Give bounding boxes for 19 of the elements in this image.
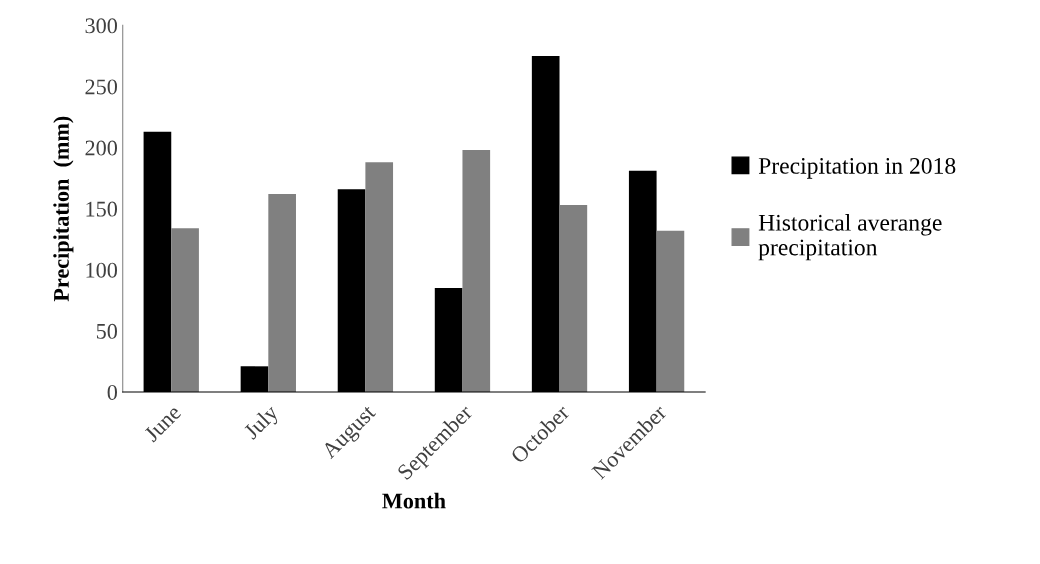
- y-tick-label: 200: [85, 140, 118, 156]
- bar: [656, 230, 685, 392]
- y-tick-label: 0: [107, 384, 118, 400]
- y-tick-label: 150: [86, 201, 118, 217]
- bar: [559, 205, 588, 392]
- x-axis-title: Month: [382, 492, 446, 509]
- bar: [365, 162, 394, 392]
- y-axis-title: Precipitation (mm): [53, 116, 74, 302]
- y-tick-label: 100: [86, 262, 118, 278]
- legend-label: Precipitation in 2018: [758, 157, 956, 179]
- bar: [268, 194, 296, 392]
- x-tick-label: July: [242, 403, 283, 444]
- y-tick-label: 250: [85, 79, 118, 95]
- y-tick-label: 300: [85, 18, 118, 34]
- legend-label: Historical averange precipitation: [758, 214, 942, 261]
- y-tick-label: 50: [96, 323, 118, 339]
- bar: [462, 150, 491, 392]
- bar: [171, 228, 199, 392]
- x-tick-label: June: [143, 404, 182, 443]
